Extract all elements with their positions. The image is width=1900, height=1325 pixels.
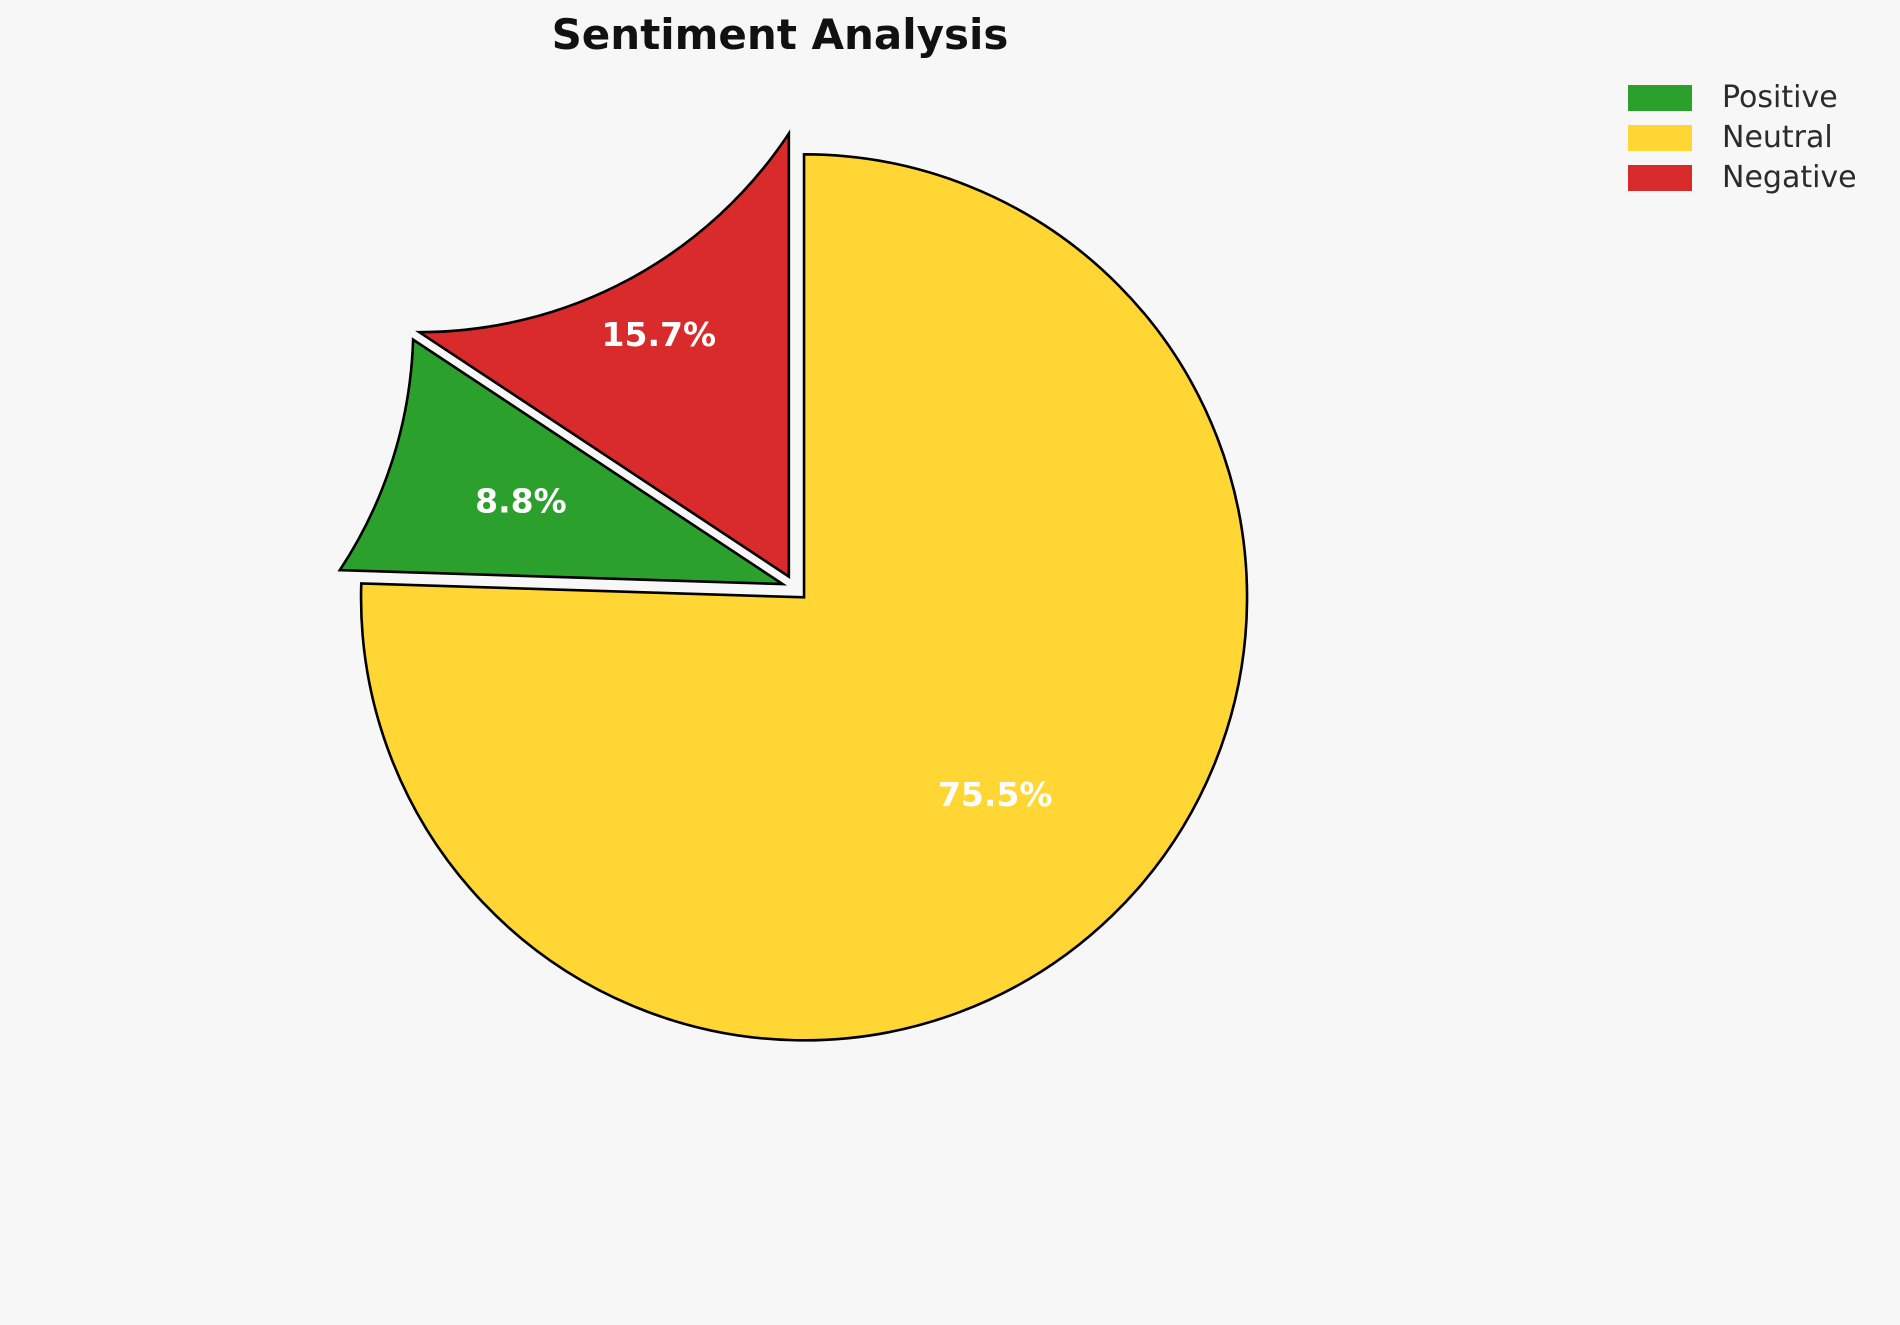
legend-label-neutral: Neutral bbox=[1722, 120, 1833, 155]
legend-item-positive[interactable]: Positive bbox=[1628, 78, 1888, 118]
legend: Positive Neutral Negative bbox=[1628, 78, 1888, 198]
pie-label-positive: 8.8% bbox=[475, 481, 567, 520]
legend-swatch-negative-icon bbox=[1628, 165, 1692, 191]
legend-label-positive: Positive bbox=[1722, 80, 1838, 115]
pie-slice-positive[interactable] bbox=[337, 337, 788, 586]
legend-item-neutral[interactable]: Neutral bbox=[1628, 118, 1888, 158]
legend-swatch-positive-icon bbox=[1628, 85, 1692, 111]
page-title: Sentiment Analysis bbox=[551, 10, 1009, 59]
legend-label-negative: Negative bbox=[1722, 160, 1857, 195]
legend-swatch-neutral-icon bbox=[1628, 125, 1692, 151]
pie-label-negative: 15.7% bbox=[602, 315, 717, 354]
pie-label-neutral: 75.5% bbox=[938, 775, 1053, 814]
legend-item-negative[interactable]: Negative bbox=[1628, 158, 1888, 198]
pie-slice-negative[interactable] bbox=[415, 129, 791, 579]
pie-slice-neutral[interactable] bbox=[359, 153, 1249, 1042]
